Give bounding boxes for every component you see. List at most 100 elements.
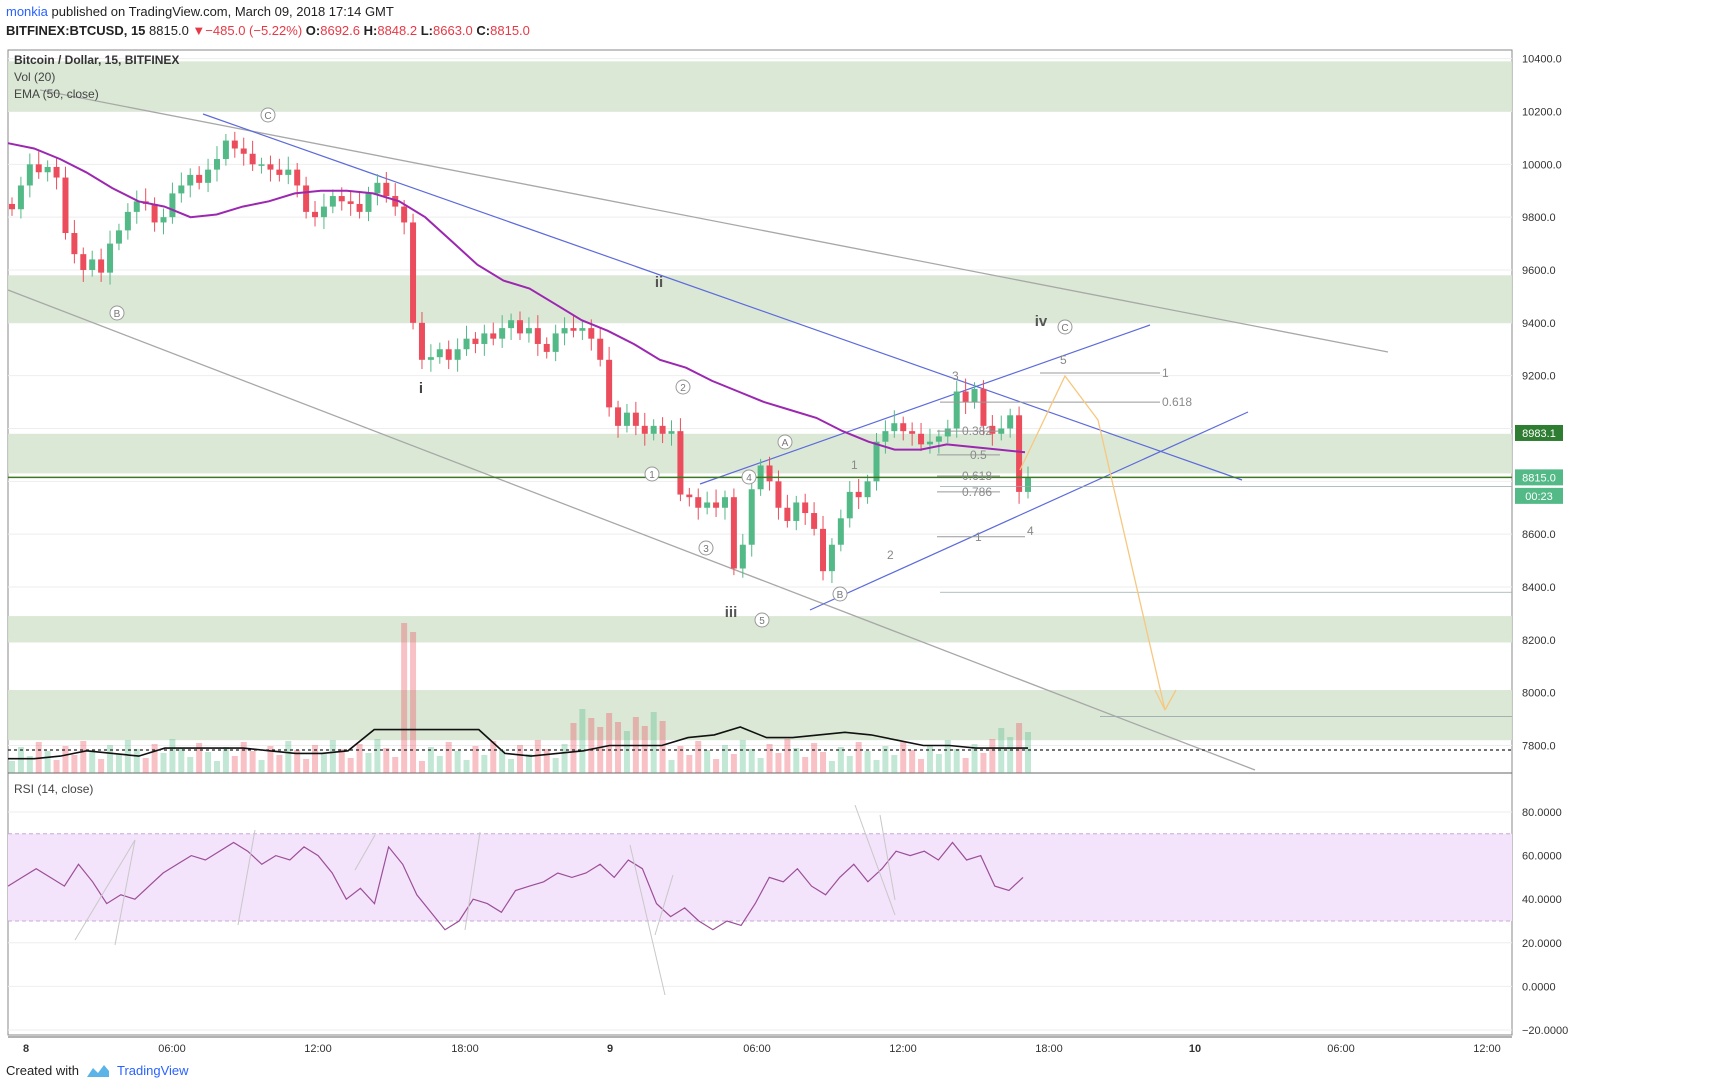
volume-bar xyxy=(160,753,167,773)
volume-bar xyxy=(998,728,1005,773)
wave-circle-label: C xyxy=(1061,323,1068,334)
volume-bar xyxy=(561,744,568,773)
candle-body xyxy=(463,338,470,350)
legend-vol[interactable]: Vol (20) xyxy=(14,70,56,84)
volume-bar xyxy=(900,741,907,773)
time-tick-label: 12:00 xyxy=(304,1043,332,1055)
last-price: 8815.0 xyxy=(149,23,189,38)
candle-body xyxy=(784,507,791,521)
volume-bar xyxy=(249,751,256,773)
candle-body xyxy=(418,322,425,360)
volume-bar xyxy=(909,750,916,773)
volume-bar xyxy=(704,750,711,773)
volume-bar xyxy=(606,713,613,773)
price-tick-label: 9600.0 xyxy=(1522,265,1556,277)
candle-body xyxy=(775,481,782,508)
candle-body xyxy=(222,140,229,160)
candle-body xyxy=(561,328,568,334)
volume-bar xyxy=(436,756,443,773)
volume-bar xyxy=(490,741,497,773)
volume-bar xyxy=(285,741,292,773)
candle-body xyxy=(490,333,497,339)
volume-bar xyxy=(142,758,149,773)
volume-bar xyxy=(427,747,434,773)
volume-bar xyxy=(338,749,345,773)
tradingview-link[interactable]: TradingView xyxy=(116,1063,189,1078)
volume-bar xyxy=(320,754,327,773)
price-tick-label: 8400.0 xyxy=(1522,582,1556,594)
price-tick-label: 10400.0 xyxy=(1522,54,1562,66)
channel-line-a xyxy=(202,113,1243,481)
rsi-tick-label: 0.0000 xyxy=(1522,981,1556,993)
volume-bar xyxy=(196,743,203,773)
wave-label-iii: iii xyxy=(725,604,738,621)
high-label: H: xyxy=(363,23,378,38)
rsi-trendline xyxy=(74,839,136,941)
volume-bar xyxy=(784,739,791,773)
candle-body xyxy=(811,513,818,529)
candle-body xyxy=(454,349,461,360)
candle-body xyxy=(543,343,550,352)
volume-bar xyxy=(107,745,114,773)
candle-body xyxy=(713,502,720,508)
candle-body xyxy=(1007,415,1014,429)
candle-body xyxy=(935,436,942,442)
volume-bar xyxy=(623,731,630,773)
publish-header: monkia published on TradingView.com, Mar… xyxy=(6,2,394,21)
wave-circle xyxy=(260,107,276,123)
wave-circle xyxy=(777,434,793,450)
volume-bar xyxy=(944,740,951,773)
candle-body xyxy=(196,174,203,183)
rsi-legend[interactable]: RSI (14, close) xyxy=(14,782,94,796)
wave-circle xyxy=(675,379,691,395)
close-value: 8815.0 xyxy=(490,23,530,38)
wave-circle-label: 1 xyxy=(649,470,655,481)
time-tick-label: 8 xyxy=(23,1043,29,1055)
volume-bar xyxy=(124,740,131,773)
volume-bar xyxy=(695,741,702,773)
trendline-upper xyxy=(39,89,1389,353)
candle-body xyxy=(704,502,711,508)
volume-bar xyxy=(837,747,844,773)
candle-body xyxy=(980,388,987,426)
candle-body xyxy=(499,328,506,339)
candle-body xyxy=(820,528,827,572)
candle-body xyxy=(989,425,996,434)
candle-body xyxy=(267,164,274,170)
candle-body xyxy=(525,328,532,334)
volume-bar xyxy=(276,755,283,773)
author-link[interactable]: monkia xyxy=(6,4,48,19)
candle-body xyxy=(285,169,292,175)
volume-bar xyxy=(383,748,390,773)
symbol-label: BITFINEX:BTCUSD, 15 xyxy=(6,23,146,38)
volume-bar xyxy=(659,721,666,773)
legend-ema[interactable]: EMA (50, close) xyxy=(14,87,99,101)
ema-line xyxy=(7,142,1026,454)
volume-bar xyxy=(115,754,122,773)
rsi-tick-label: −20.0000 xyxy=(1522,1025,1568,1037)
candle-body xyxy=(338,196,345,202)
volume-bar xyxy=(71,755,78,773)
candle-body xyxy=(124,211,131,231)
time-tick-label: 9 xyxy=(607,1043,613,1055)
wave-circle-label: 5 xyxy=(759,616,765,627)
candle-body xyxy=(793,502,800,521)
wave-circle-label: B xyxy=(837,590,844,601)
price-zone xyxy=(8,690,1512,741)
volume-bar xyxy=(846,756,853,773)
rsi-trendline xyxy=(464,831,481,931)
rsi-trendline xyxy=(114,839,136,946)
candle-body xyxy=(721,497,728,508)
fib-label: 0.618 xyxy=(962,469,992,483)
volume-bar xyxy=(44,751,51,773)
volume-bar xyxy=(748,749,755,773)
volume-bar xyxy=(410,632,417,773)
candle-body xyxy=(151,203,158,223)
wave-circle-label: 2 xyxy=(680,383,686,394)
candle-body xyxy=(739,544,746,569)
candle-body xyxy=(160,217,167,223)
candle-body xyxy=(445,349,452,360)
volume-bar xyxy=(579,709,586,773)
